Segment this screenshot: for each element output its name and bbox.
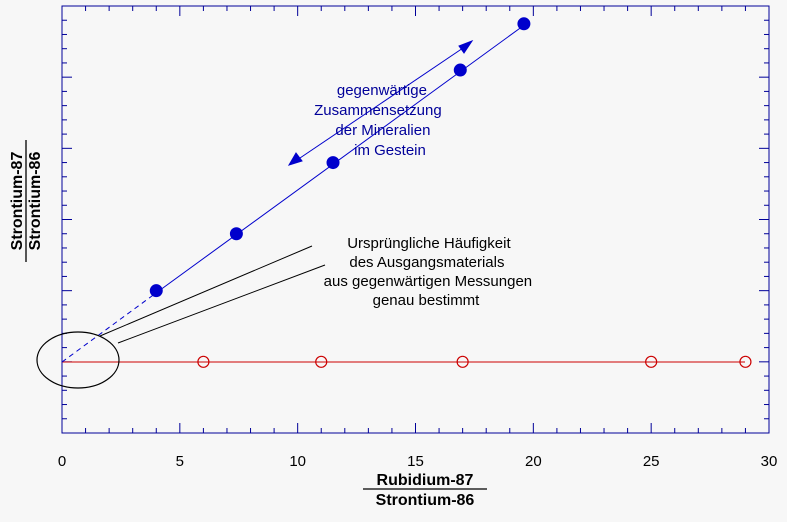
x-tick-label: 15 (407, 453, 424, 470)
annotation-present-line-2: Zusammensetzung (314, 102, 442, 119)
mineral-data-point (229, 227, 243, 241)
initial-data-point (197, 355, 210, 368)
y-axis-title: Strontium-87 Strontium-86 (9, 140, 44, 262)
mineral-data-point (326, 156, 340, 170)
mineral-data-point (149, 284, 163, 298)
x-tick-labels: 0 5 10 15 20 25 30 (58, 453, 778, 470)
y-axis-title-denominator: Strontium-86 (27, 152, 44, 251)
annotation-present-line-1: gegenwärtige (337, 82, 427, 99)
annotation-present-line-4: im Gestein (354, 142, 426, 159)
initial-data-point (456, 355, 469, 368)
isochron-extrapolation (61, 292, 157, 363)
x-tick-label: 20 (525, 453, 542, 470)
mineral-data-point (453, 63, 467, 77)
annotation-initial-line-2: des Ausgangsmaterials (349, 254, 504, 271)
double-arrow (287, 39, 474, 166)
initial-data-point (315, 355, 328, 368)
initial-data-point (645, 355, 658, 368)
x-tick-label: 5 (176, 453, 184, 470)
data-points (149, 17, 752, 368)
annotation-initial-line-4: genau bestimmt (373, 292, 481, 309)
plot-frame (61, 5, 770, 434)
axis-ticks (61, 5, 770, 434)
x-tick-label: 10 (289, 453, 306, 470)
x-axis-title: Rubidium-87 Strontium-86 (363, 472, 487, 509)
intercept-ellipse (36, 331, 120, 389)
x-tick-label: 30 (761, 453, 778, 470)
x-tick-label: 0 (58, 453, 66, 470)
callout-line-lower (117, 264, 326, 344)
isochron-line (155, 25, 524, 294)
initial-data-point (739, 355, 752, 368)
arrowhead-up-icon (458, 39, 474, 54)
annotation-present-line-3: der Mineralien (335, 122, 430, 139)
annotation-initial-line-3: aus gegenwärtigen Messungen (324, 273, 532, 290)
arrowhead-down-icon (287, 152, 303, 166)
annotation-present-composition: gegenwärtige Zusammensetzung der Mineral… (314, 82, 446, 159)
annotation-initial-abundance: Ursprüngliche Häufigkeit des Ausgangsmat… (324, 235, 537, 309)
x-axis-title-denominator: Strontium-86 (376, 492, 475, 509)
callout-line-upper (99, 245, 313, 337)
mineral-data-point (517, 17, 531, 31)
x-axis-title-numerator: Rubidium-87 (377, 472, 474, 489)
x-tick-label: 25 (643, 453, 660, 470)
y-axis-title-numerator: Strontium-87 (9, 152, 26, 251)
annotation-initial-line-1: Ursprüngliche Häufigkeit (347, 235, 511, 252)
